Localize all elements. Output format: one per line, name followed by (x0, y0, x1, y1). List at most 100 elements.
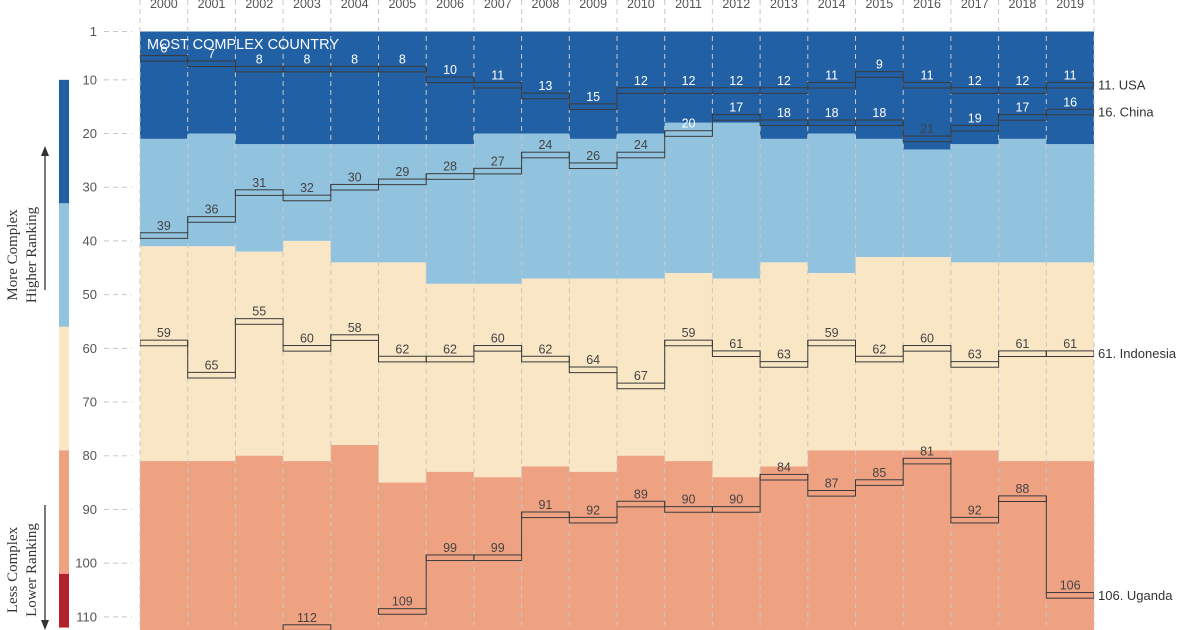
rank-label: 58 (348, 321, 362, 335)
band-cream (521, 278, 570, 467)
rank-label: 63 (777, 348, 791, 362)
y-tick-label: 40 (83, 233, 97, 248)
rank-step (282, 624, 332, 630)
series-end-label: 106. Uganda (1098, 588, 1173, 603)
series-2: 59 65 55 60 58 62 62 60 62 64 67 59 61 63 59 62 60 63 61 61 (140, 305, 1094, 390)
series-3: 112 109 99 99 91 92 89 90 90 84 87 85 81 92 88 106 (282, 444, 1094, 630)
year-label: 2018 (1009, 0, 1037, 11)
year-label: 2002 (245, 0, 273, 11)
band-light-blue (378, 144, 427, 263)
rank-step (1045, 592, 1094, 599)
band-salmon (950, 450, 1000, 630)
band-salmon (760, 466, 809, 630)
y-tick-label: 90 (83, 502, 97, 517)
band-light-blue (521, 133, 570, 279)
rank-label: 8 (399, 52, 406, 66)
band-cream (330, 262, 380, 445)
rank-label: 12 (729, 74, 743, 88)
rank-step (759, 87, 809, 94)
rank-label: 99 (491, 541, 505, 555)
y-tick-label: 110 (76, 609, 97, 624)
band-light-blue (998, 138, 1047, 263)
year-label: 2011 (675, 0, 702, 11)
band-dark-blue (187, 31, 236, 134)
rank-label: 87 (825, 477, 839, 491)
rank-label: 11 (491, 68, 504, 82)
band-light-blue (473, 133, 523, 284)
band-light-blue (235, 144, 284, 252)
band-dark-blue (235, 31, 284, 145)
band-salmon (569, 471, 618, 630)
rank-label: 61 (1015, 337, 1029, 351)
series-end-label: 16. China (1098, 105, 1154, 120)
rank-label: 39 (157, 219, 171, 233)
y-tick-label: 1 (90, 24, 97, 39)
year-label: 2008 (532, 0, 560, 11)
rank-label: 62 (872, 342, 886, 356)
y-tick-label: 30 (83, 180, 97, 195)
rank-label: 17 (729, 101, 743, 115)
band-salmon (140, 461, 189, 630)
year-label: 2016 (913, 0, 941, 11)
y-tick-label: 50 (83, 287, 97, 302)
band-dark-blue (998, 31, 1047, 139)
rank-label: 92 (586, 503, 600, 517)
banner-most-complex: MOST COMPLEX COUNTRY (147, 37, 339, 53)
rank-step (473, 554, 523, 562)
band-cream (998, 262, 1047, 462)
band-cream (617, 278, 666, 456)
rank-label: 89 (634, 487, 648, 501)
rank-step (759, 361, 809, 368)
band-dark-blue (617, 31, 666, 134)
side-label-bottom: Less Complex Lower Ranking (5, 505, 49, 630)
band-light-blue (426, 144, 475, 284)
rank-label: 21 (920, 122, 934, 136)
rank-step (807, 490, 856, 497)
band-cream (1046, 262, 1094, 462)
band-cream (187, 246, 236, 462)
series-end-labels: 11. USA 16. China 61. Indonesia 106. Uganda (1098, 78, 1177, 603)
band-light-blue (283, 144, 332, 241)
band-salmon (998, 461, 1047, 630)
rank-label: 31 (252, 176, 266, 190)
rank-label: 59 (682, 326, 696, 340)
band-cream (807, 273, 857, 451)
rank-label: 8 (256, 52, 263, 66)
band-cream (235, 251, 284, 456)
band-cream (760, 262, 809, 467)
rank-label: 85 (872, 466, 886, 480)
band-light-blue (760, 138, 809, 263)
side-label-bottom-line2: Lower Ranking (24, 523, 40, 617)
series-0: 6 7 8 8 8 8 10 11 13 15 12 12 12 12 11 9 11 12 12 11 (140, 42, 1094, 110)
band-dark-blue (378, 31, 427, 145)
rank-label: 12 (968, 74, 982, 88)
band-dark-blue (521, 31, 570, 134)
rank-label: 64 (586, 353, 600, 367)
rank-label: 7 (208, 47, 215, 61)
year-label: 2019 (1056, 0, 1084, 11)
rank-label: 62 (538, 342, 552, 356)
year-label: 2015 (865, 0, 893, 11)
rank-label: 63 (968, 348, 982, 362)
rank-label: 24 (634, 138, 648, 152)
rank-label: 24 (538, 138, 552, 152)
rank-label: 60 (491, 332, 505, 346)
side-label-top-line1: More Complex (5, 209, 21, 301)
rank-label: 18 (825, 106, 839, 120)
band-dark-blue (426, 31, 475, 145)
y-tick-label: 80 (83, 448, 97, 463)
rank-label: 8 (351, 52, 358, 66)
band-dark-blue (903, 31, 952, 150)
color-scale-bar (59, 79, 69, 628)
rank-label: 67 (634, 369, 648, 383)
rank-label: 59 (157, 326, 171, 340)
x-axis: 2000 2001 2002 2003 2004 2005 2006 2007 2008 2009… (150, 0, 1084, 11)
y-tick-label: 60 (83, 341, 97, 356)
rank-step (902, 135, 952, 143)
band-salmon (855, 450, 904, 630)
band-light-blue (950, 144, 1000, 263)
band-salmon (283, 461, 332, 630)
